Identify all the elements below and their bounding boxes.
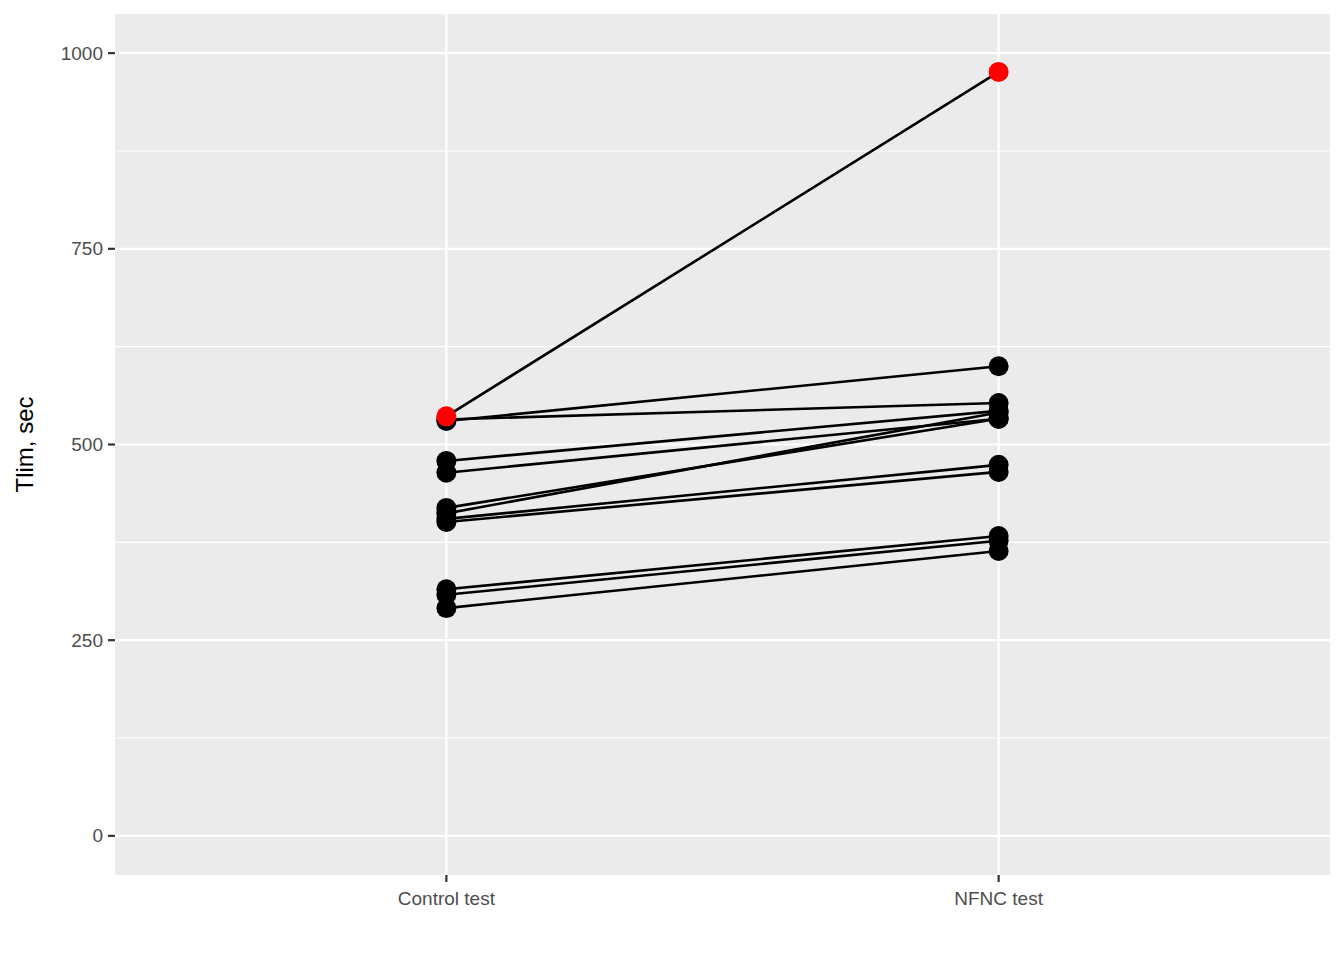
plot-background xyxy=(115,14,1330,875)
y-tick xyxy=(108,639,115,641)
point xyxy=(436,598,456,618)
minor-grid-line xyxy=(115,737,1330,738)
subject-line xyxy=(446,551,998,608)
point xyxy=(436,512,456,532)
grid-line-x xyxy=(445,14,447,875)
grid-line xyxy=(115,248,1330,250)
point xyxy=(436,406,456,426)
point xyxy=(436,463,456,483)
y-tick xyxy=(108,248,115,250)
y-tick xyxy=(108,835,115,837)
subject-line xyxy=(446,541,998,595)
subject-line xyxy=(446,72,998,416)
y-tick-label: 1000 xyxy=(61,43,103,64)
x-tick xyxy=(998,875,1000,882)
y-tick-label: 250 xyxy=(71,630,103,651)
grid-line-x xyxy=(998,14,1000,875)
x-tick-label: NFNC test xyxy=(954,888,1043,909)
y-tick xyxy=(108,443,115,445)
grid-line xyxy=(115,835,1330,837)
grid-line xyxy=(115,639,1330,641)
point xyxy=(989,62,1009,82)
chart: 0 250 500 750 1000 Control test NFNC test Tlim,… xyxy=(0,0,1344,960)
point xyxy=(989,541,1009,561)
subject-line xyxy=(446,366,998,421)
grid-line xyxy=(115,52,1330,54)
x-tick-label: Control test xyxy=(398,888,496,909)
minor-grid-line xyxy=(115,542,1330,543)
y-tick xyxy=(108,52,115,54)
minor-grid-line xyxy=(115,150,1330,151)
y-tick-label: 750 xyxy=(71,238,103,259)
y-tick-label: 0 xyxy=(92,825,103,846)
subject-line xyxy=(446,465,998,519)
subject-line xyxy=(446,472,998,522)
marks xyxy=(436,62,1008,618)
subject-line xyxy=(446,411,998,461)
point xyxy=(989,356,1009,376)
subject-line xyxy=(446,403,998,419)
point xyxy=(989,462,1009,482)
subject-line xyxy=(446,536,998,589)
minor-grid-line xyxy=(115,346,1330,347)
y-axis-label: Tlim, sec xyxy=(11,397,38,493)
y-tick-label: 500 xyxy=(71,434,103,455)
point xyxy=(989,402,1009,422)
x-tick xyxy=(445,875,447,882)
